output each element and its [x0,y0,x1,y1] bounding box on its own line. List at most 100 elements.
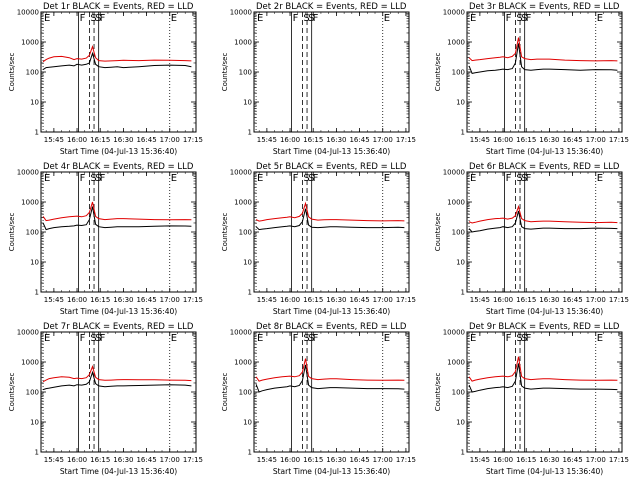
detector-panel-9: Det 9r BLACK = Events, RED = LLD Counts/s… [434,322,629,476]
x-tick-label: 16:30 [113,136,133,144]
y-tick-label: 1 [461,449,465,457]
x-tick-label: 17:15 [396,296,416,304]
x-axis-label: Start Time (04-Jul-13 15:36:40) [486,307,603,316]
x-tick-label: 15:45 [470,296,490,304]
x-tick-label: 15:45 [470,456,490,464]
marker-label: E [257,173,263,184]
y-tick-label: 10 [243,419,252,427]
marker-label: E [470,333,476,344]
x-tick-label: 16:30 [539,296,559,304]
x-tick-label: 17:00 [373,456,393,464]
y-tick-label: 10000 [443,169,465,177]
x-tick-label: 17:15 [183,296,203,304]
marker-label: F [506,13,512,24]
series-line-lld [42,201,192,222]
y-axis-label: Counts/sec [8,213,16,252]
x-tick-label: 16:00 [67,136,87,144]
marker-label: S [521,333,527,344]
marker-label: F [526,13,532,24]
detector-panel-5: Det 5r BLACK = Events, RED = LLD Counts/s… [221,162,416,316]
x-tick-label: 16:45 [562,136,582,144]
x-tick-label: 17:15 [183,136,203,144]
panel-title: Det 5r BLACK = Events, RED = LLD [256,162,407,172]
marker-label: S [90,333,96,344]
x-tick-label: 15:45 [44,456,64,464]
marker-label: F [506,333,512,344]
x-tick-label: 16:00 [67,456,87,464]
x-tick-label: 16:00 [280,296,300,304]
marker-label: S [95,333,101,344]
marker-label: E [597,13,603,24]
x-tick-label: 17:00 [586,296,606,304]
marker-label: E [44,13,50,24]
marker-label: E [44,333,50,344]
x-tick-label: 16:30 [326,456,346,464]
y-axis-label: Counts/sec [221,213,229,252]
series-line-events [468,363,618,393]
panel-title: Det 9r BLACK = Events, RED = LLD [469,322,620,332]
series-line-lld [255,358,405,382]
panel-title: Det 3r BLACK = Events, RED = LLD [469,2,620,12]
marker-label: S [303,333,309,344]
y-tick-label: 1 [248,129,252,137]
plot-frame [40,11,197,133]
y-tick-label: 1000 [21,39,39,47]
y-tick-label: 1 [248,449,252,457]
y-tick-label: 1000 [234,199,252,207]
y-tick-label: 100 [239,69,252,77]
detector-panel-7: Det 7r BLACK = Events, RED = LLD Counts/s… [8,322,203,476]
y-tick-label: 10000 [443,329,465,337]
y-tick-label: 1000 [21,199,39,207]
y-tick-label: 1000 [447,199,465,207]
marker-label: F [293,173,299,184]
x-tick-label: 16:00 [280,456,300,464]
x-tick-label: 16:00 [493,456,513,464]
x-tick-label: 17:15 [609,136,629,144]
plot-frame [466,331,623,453]
x-tick-label: 17:15 [396,456,416,464]
plot-frame [253,11,410,133]
y-tick-label: 1 [35,289,39,297]
y-tick-label: 1000 [447,39,465,47]
y-axis-label: Counts/sec [8,53,16,92]
detector-panel-1: Det 1r BLACK = Events, RED = LLD Counts/s… [8,2,203,156]
x-axis-label: Start Time (04-Jul-13 15:36:40) [60,307,177,316]
y-axis-label: Counts/sec [434,53,442,92]
marker-label: E [171,333,177,344]
x-tick-label: 17:15 [396,136,416,144]
x-tick-label: 16:15 [516,296,536,304]
y-tick-label: 1000 [447,359,465,367]
panel-title: Det 1r BLACK = Events, RED = LLD [43,2,194,12]
x-tick-label: 17:00 [586,136,606,144]
series-line-events [42,370,192,391]
marker-label: E [384,173,390,184]
marker-label: E [384,13,390,24]
panel-title: Det 4r BLACK = Events, RED = LLD [43,162,194,172]
y-tick-label: 10 [456,259,465,267]
series-line-events [468,43,618,74]
y-tick-label: 100 [452,69,465,77]
y-tick-label: 100 [452,229,465,237]
y-tick-label: 1 [461,129,465,137]
y-tick-label: 100 [239,229,252,237]
x-tick-label: 16:00 [67,296,87,304]
series-line-lld [42,365,192,383]
x-tick-label: 16:00 [493,296,513,304]
detector-panel-3: Det 3r BLACK = Events, RED = LLD Counts/s… [434,2,629,156]
x-tick-label: 16:00 [493,136,513,144]
marker-label: E [470,13,476,24]
marker-label: S [308,333,314,344]
x-tick-label: 16:30 [113,456,133,464]
detector-panel-8: Det 8r BLACK = Events, RED = LLD Counts/s… [221,322,416,476]
x-tick-label: 15:45 [44,136,64,144]
x-tick-label: 15:45 [257,456,277,464]
panel-title: Det 6r BLACK = Events, RED = LLD [469,162,620,172]
x-tick-label: 15:45 [44,296,64,304]
y-tick-label: 10 [30,99,39,107]
x-tick-label: 17:00 [373,136,393,144]
marker-label: E [384,333,390,344]
y-tick-label: 1000 [21,359,39,367]
marker-label: F [506,173,512,184]
plot-frame [466,11,623,133]
